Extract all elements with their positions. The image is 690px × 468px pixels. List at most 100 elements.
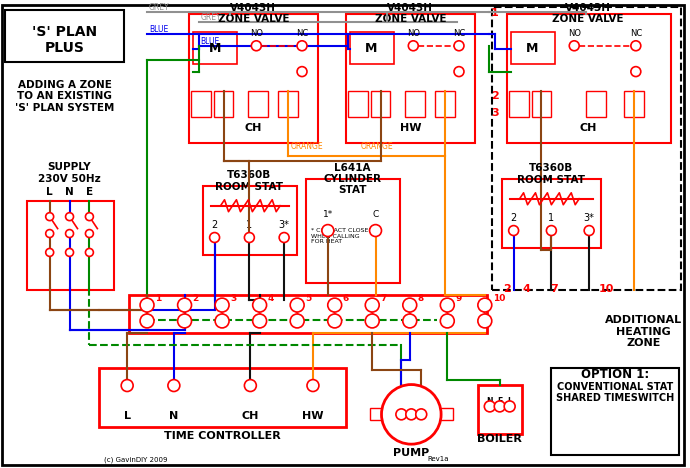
Text: V4043H: V4043H xyxy=(565,3,611,13)
Text: NO: NO xyxy=(250,29,263,38)
Text: 3*: 3* xyxy=(279,219,290,230)
Circle shape xyxy=(478,298,492,312)
Bar xyxy=(189,14,318,143)
Text: 5: 5 xyxy=(305,294,311,303)
Text: (c) GavinDIY 2009: (c) GavinDIY 2009 xyxy=(104,456,168,462)
Text: NC: NC xyxy=(453,29,465,38)
Text: N: N xyxy=(486,397,493,406)
Text: N: N xyxy=(65,187,74,197)
Circle shape xyxy=(365,298,380,312)
Circle shape xyxy=(328,314,342,328)
Text: M: M xyxy=(526,42,539,55)
Circle shape xyxy=(631,66,641,77)
Circle shape xyxy=(290,298,304,312)
Text: PUMP: PUMP xyxy=(393,448,429,458)
Circle shape xyxy=(140,298,154,312)
Text: ORANGE: ORANGE xyxy=(291,142,324,151)
Text: CH: CH xyxy=(241,411,259,421)
Bar xyxy=(99,368,346,427)
Text: BOILER: BOILER xyxy=(477,434,522,444)
Circle shape xyxy=(494,401,505,412)
Bar xyxy=(492,7,680,290)
Circle shape xyxy=(66,230,74,238)
Text: V4043H: V4043H xyxy=(230,3,276,13)
Circle shape xyxy=(215,314,229,328)
Text: 2: 2 xyxy=(211,219,218,230)
Text: HW: HW xyxy=(302,411,324,421)
Text: STAT: STAT xyxy=(338,185,367,195)
Circle shape xyxy=(177,298,192,312)
Text: T6360B: T6360B xyxy=(529,163,573,173)
Text: ROOM STAT: ROOM STAT xyxy=(215,182,284,192)
Circle shape xyxy=(631,41,641,51)
Text: 3*: 3* xyxy=(584,212,595,223)
Text: GREY: GREY xyxy=(201,13,221,22)
Text: N: N xyxy=(398,405,404,414)
Circle shape xyxy=(370,225,382,236)
Circle shape xyxy=(484,401,495,412)
Text: T6360B: T6360B xyxy=(227,170,271,180)
Bar xyxy=(586,91,606,117)
Circle shape xyxy=(365,314,380,328)
Text: 10: 10 xyxy=(598,284,613,294)
Bar xyxy=(190,91,210,117)
Bar xyxy=(214,91,233,117)
Text: ZONE VALVE: ZONE VALVE xyxy=(375,14,446,24)
Circle shape xyxy=(440,298,454,312)
Text: L: L xyxy=(507,397,512,406)
Text: HW: HW xyxy=(400,123,421,133)
Circle shape xyxy=(382,385,441,444)
Circle shape xyxy=(290,314,304,328)
Text: SUPPLY
230V 50Hz: SUPPLY 230V 50Hz xyxy=(38,162,101,184)
Circle shape xyxy=(569,41,579,51)
Text: BLUE: BLUE xyxy=(149,25,168,34)
Bar xyxy=(129,295,487,333)
Text: M: M xyxy=(208,42,221,55)
Circle shape xyxy=(297,66,307,77)
Text: NO: NO xyxy=(568,29,581,38)
Text: N: N xyxy=(169,411,179,421)
Text: OPTION 1:: OPTION 1: xyxy=(581,367,649,380)
Circle shape xyxy=(121,380,133,392)
Text: ADDITIONAL
HEATING
ZONE: ADDITIONAL HEATING ZONE xyxy=(605,315,682,349)
Text: 4: 4 xyxy=(522,284,531,294)
Circle shape xyxy=(416,409,426,420)
Text: NO: NO xyxy=(407,29,420,38)
Text: 3: 3 xyxy=(491,108,499,118)
Text: ADDING A ZONE
TO AN EXISTING
'S' PLAN SYSTEM: ADDING A ZONE TO AN EXISTING 'S' PLAN SY… xyxy=(15,80,115,113)
Text: L641A: L641A xyxy=(335,163,371,173)
Circle shape xyxy=(584,226,594,235)
Text: 4: 4 xyxy=(268,294,274,303)
Circle shape xyxy=(396,409,407,420)
Bar xyxy=(435,91,455,117)
Circle shape xyxy=(251,41,262,51)
Circle shape xyxy=(244,380,256,392)
Bar xyxy=(624,91,644,117)
Circle shape xyxy=(454,41,464,51)
Text: Rev1a: Rev1a xyxy=(427,456,449,462)
Text: ORANGE: ORANGE xyxy=(361,142,393,151)
Text: ZONE VALVE: ZONE VALVE xyxy=(553,14,624,24)
Circle shape xyxy=(210,233,219,242)
Text: 7: 7 xyxy=(380,294,386,303)
Bar xyxy=(531,91,551,117)
Bar xyxy=(551,368,678,455)
Text: BLUE: BLUE xyxy=(201,37,220,46)
Circle shape xyxy=(86,249,93,256)
Bar xyxy=(278,91,298,117)
Text: CYLINDER: CYLINDER xyxy=(324,174,382,184)
Text: 2: 2 xyxy=(193,294,199,303)
Circle shape xyxy=(46,249,54,256)
Circle shape xyxy=(322,225,334,236)
Text: NC: NC xyxy=(296,29,308,38)
Bar xyxy=(27,201,115,290)
Text: TIME CONTROLLER: TIME CONTROLLER xyxy=(164,431,281,441)
Bar xyxy=(306,179,400,283)
Text: 3: 3 xyxy=(230,294,236,303)
Circle shape xyxy=(406,409,417,420)
Circle shape xyxy=(546,226,556,235)
Bar xyxy=(511,32,555,64)
Circle shape xyxy=(403,314,417,328)
Text: 2: 2 xyxy=(503,284,511,294)
Text: L: L xyxy=(46,187,53,197)
